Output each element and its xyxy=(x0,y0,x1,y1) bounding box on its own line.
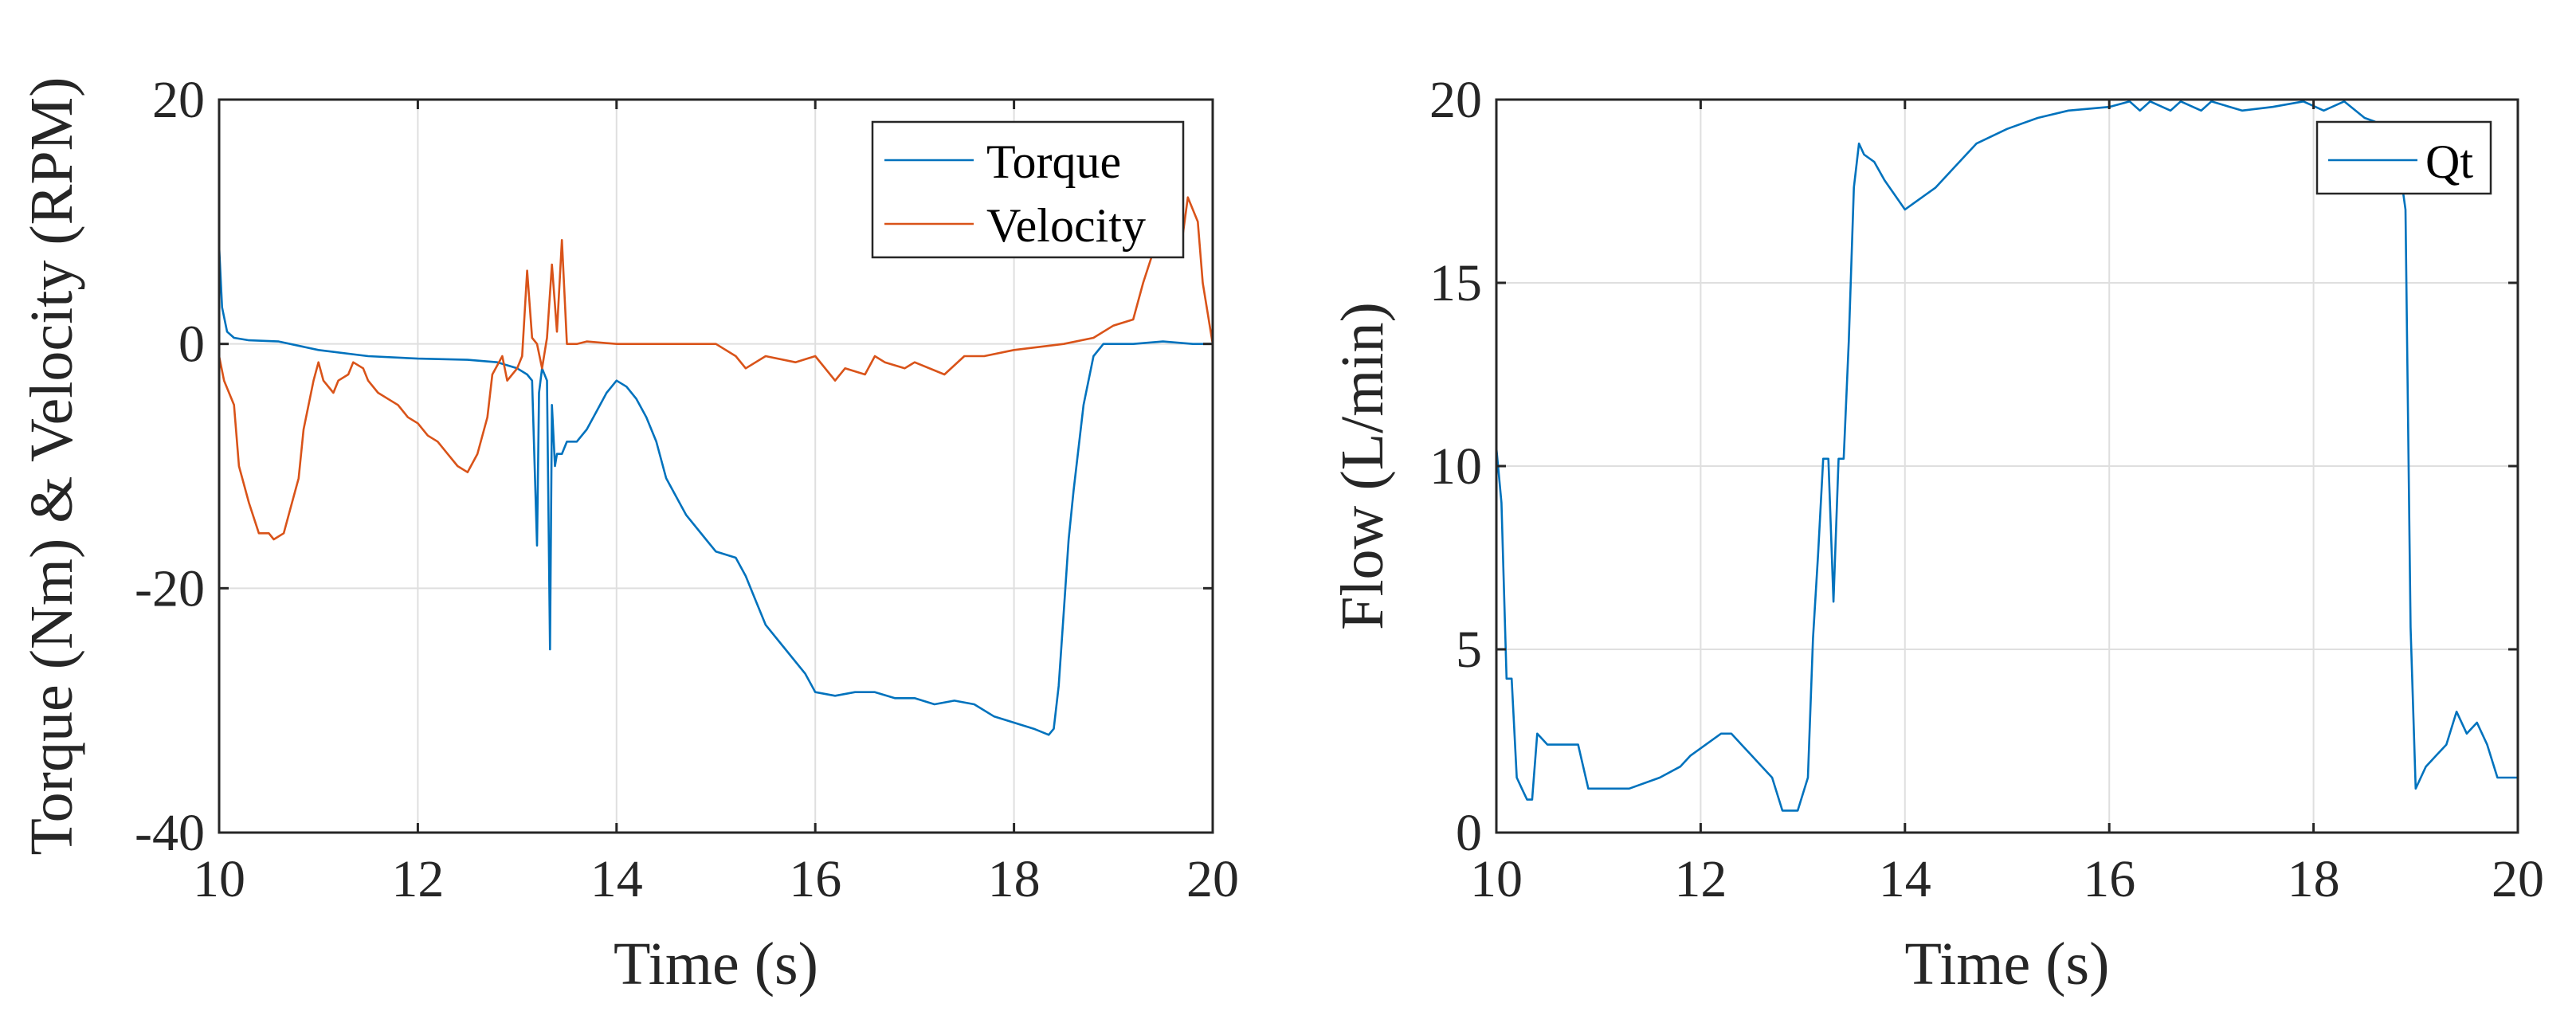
y-tick-label: -20 xyxy=(135,559,205,617)
x-tick-label: 10 xyxy=(193,850,245,908)
plot-area-box xyxy=(218,98,1214,834)
legend: Qt xyxy=(2315,120,2492,195)
x-tick-label: 16 xyxy=(789,850,841,908)
legend-box xyxy=(2315,120,2492,195)
chart-panel-2: 10 12 14 16 18 20 0 5 10 15 20 Time (s) Flow (L/min)… xyxy=(1329,71,2544,998)
y-tick-label: 20 xyxy=(152,71,205,129)
legend-box xyxy=(871,120,1185,259)
series-line-qt xyxy=(1496,100,2518,812)
y-axis-title: Torque (Nm) & Velocity (RPM) xyxy=(18,77,85,856)
x-tick-label: 10 xyxy=(1470,850,1523,908)
x-tick-label: 12 xyxy=(1674,850,1727,908)
x-tick-label: 18 xyxy=(2288,850,2340,908)
series-line-velocity xyxy=(219,196,1213,541)
x-tick-label: 20 xyxy=(1186,850,1239,908)
y-tick-label: 0 xyxy=(178,316,205,374)
x-tick-label: 20 xyxy=(2492,850,2544,908)
x-tick-label: 14 xyxy=(1879,850,1931,908)
x-tick-label: 14 xyxy=(590,850,643,908)
y-axis-title: Flow (L/min) xyxy=(1329,302,1396,630)
series-line-torque xyxy=(219,245,1213,736)
x-axis-title: Time (s) xyxy=(614,931,818,998)
legend-label-torque: Torque xyxy=(986,135,1121,188)
y-tick-label: 5 xyxy=(1456,621,1482,679)
y-tick-label: 10 xyxy=(1429,437,1482,496)
y-tick-label: 20 xyxy=(1429,71,1482,129)
y-tick-label: 15 xyxy=(1429,254,1482,312)
x-tick-label: 18 xyxy=(988,850,1041,908)
legend-label-qt: Qt xyxy=(2425,135,2473,188)
x-tick-label: 12 xyxy=(391,850,444,908)
legend: Torque Velocity xyxy=(871,120,1185,259)
legend-label-velocity: Velocity xyxy=(986,199,1146,252)
y-tick-label: -40 xyxy=(135,804,205,862)
x-axis-title: Time (s) xyxy=(1905,931,2110,998)
y-tick-label: 0 xyxy=(1456,804,1482,862)
chart-panel-1: 10 12 14 16 18 20 -40 -20 0 20 Time (s) Torque (Nm)… xyxy=(18,71,1239,998)
x-tick-label: 16 xyxy=(2083,850,2135,908)
